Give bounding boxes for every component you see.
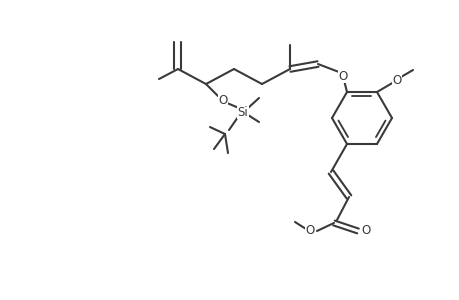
Text: O: O xyxy=(305,224,314,238)
Text: O: O xyxy=(392,74,401,86)
Text: Si: Si xyxy=(237,106,248,118)
Text: O: O xyxy=(338,70,347,83)
Text: O: O xyxy=(361,224,370,238)
Text: O: O xyxy=(218,94,227,106)
